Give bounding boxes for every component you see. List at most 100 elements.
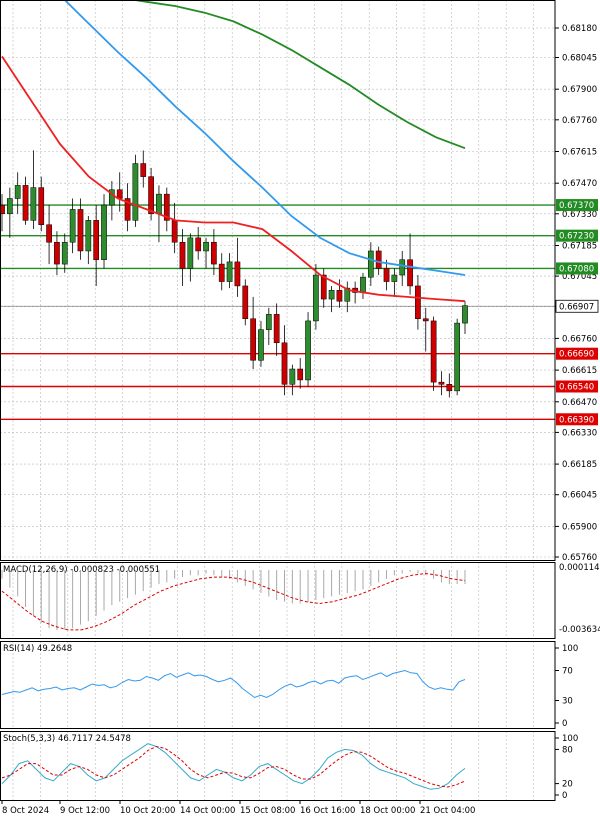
candle-body [289, 368, 296, 385]
candle-body [6, 198, 13, 215]
ma-green-line [128, 0, 466, 150]
panel-frame [0, 641, 556, 729]
candle-body [179, 241, 186, 269]
ytick-label: 0.65900 [562, 522, 597, 532]
candle-body [54, 241, 60, 265]
candle-body [344, 287, 351, 302]
candle-body [305, 320, 311, 381]
candle-body [281, 342, 288, 385]
price-panel [0, 0, 555, 420]
candle-body [242, 285, 249, 319]
macd-label: MACD(12,26,9) -0.000823 -0.000551 [3, 565, 160, 575]
resistance-tag [556, 199, 598, 212]
candle-body [415, 285, 421, 319]
rsi-tick-label: 100 [562, 644, 578, 654]
xtick-label: 15 Oct 08:00 [240, 806, 295, 816]
candle-body [265, 314, 272, 330]
panel-frame [0, 562, 556, 639]
rsi-tick-label: 0 [562, 719, 567, 729]
stoch-label: Stoch(5,3,3) 46.7117 24.5478 [3, 734, 131, 744]
candle-body [140, 163, 147, 177]
support-label: 0.66390 [559, 415, 594, 425]
resistance-tag [556, 229, 598, 242]
candle-body [187, 237, 194, 269]
rsi-panel: RSI(14) 49.2648 [1, 644, 466, 699]
stoch-signal-line [1, 745, 466, 788]
xtick-label: 21 Oct 04:00 [420, 806, 475, 816]
support-tag [556, 413, 598, 426]
resistance-label: 0.67080 [559, 264, 594, 274]
candle-body [234, 261, 241, 287]
support-label: 0.66540 [559, 382, 594, 392]
candle-body [148, 176, 154, 215]
candle-body [109, 189, 115, 206]
candle-body [124, 198, 131, 221]
macd-signal-line [1, 572, 466, 631]
support-tag [556, 380, 598, 393]
candle-body [0, 204, 5, 215]
candle-body [375, 250, 382, 269]
candle-body [367, 250, 374, 278]
candle-body [391, 274, 398, 282]
support-label: 0.66690 [559, 350, 594, 360]
rsi-tick-label: 30 [562, 697, 573, 707]
ytick-label: 0.67045 [562, 272, 597, 282]
stoch-tick-label: 80 [562, 745, 573, 755]
candle-body [297, 368, 304, 381]
candle-body [85, 220, 92, 252]
candle-body [77, 209, 84, 252]
ytick-label: 0.68180 [562, 24, 597, 34]
candle-body [462, 305, 468, 324]
candle-body [116, 189, 123, 199]
ytick-label: 0.67615 [562, 148, 597, 158]
xtick-label: 16 Oct 16:00 [300, 806, 355, 816]
candle-body [163, 193, 170, 221]
candle-body [218, 263, 225, 282]
grid-lines [0, 0, 555, 800]
rsi-line [1, 669, 466, 699]
candle-body [132, 163, 139, 221]
candle-body [203, 241, 209, 252]
ma-blue-line [63, 0, 466, 276]
candle-body [195, 237, 202, 252]
ytick-label: 0.65760 [562, 553, 597, 563]
resistance-label: 0.67370 [559, 201, 594, 211]
resistance-tag [556, 262, 598, 275]
ytick-label: 0.66615 [562, 366, 597, 376]
candle-body [446, 384, 453, 392]
ytick-label: 0.67185 [562, 242, 597, 252]
candle-body [407, 259, 413, 287]
candle-body [46, 224, 52, 243]
candle-body [14, 185, 21, 199]
xtick-label: 18 Oct 00:00 [360, 806, 415, 816]
ytick-label: 0.67900 [562, 85, 597, 95]
candle-body [156, 193, 162, 215]
stoch-panel: Stoch(5,3,3) 46.7117 24.5478 [1, 734, 466, 790]
candle-body [258, 329, 264, 361]
candle-body [422, 318, 429, 322]
candle-body [454, 322, 461, 392]
candle-body [320, 274, 327, 300]
resistance-label: 0.67230 [559, 232, 594, 242]
candle-body [360, 276, 366, 293]
ytick-label: 0.66330 [562, 428, 597, 438]
candle-body [226, 261, 233, 282]
candle-body [430, 320, 437, 383]
ytick-label: 0.68045 [562, 54, 597, 64]
candle-body [383, 268, 390, 282]
candle-body [22, 185, 29, 221]
candle-body [250, 318, 256, 361]
candle-body [61, 241, 68, 265]
candle-body [101, 204, 107, 260]
candle-body [438, 381, 445, 385]
macd-ytick-top: 0.000114 [559, 563, 600, 573]
candle-body [93, 220, 100, 260]
candle-body [399, 259, 406, 276]
macd-panel: MACD(12,26,9) -0.000823 -0.000551 [1, 565, 466, 631]
candle-body [30, 187, 37, 221]
ytick-label: 0.67330 [562, 210, 597, 220]
xtick-label: 14 Oct 00:00 [180, 806, 235, 816]
rsi-label: RSI(14) 49.2648 [3, 644, 72, 654]
